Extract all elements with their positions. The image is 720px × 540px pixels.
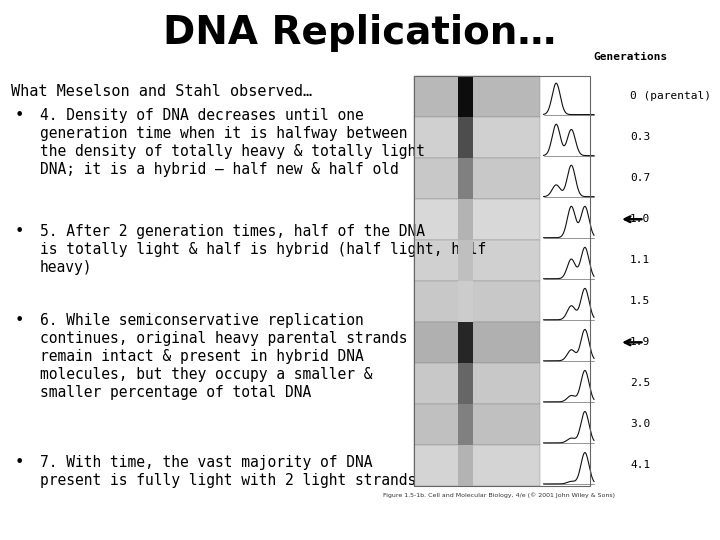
Text: What Meselson and Stahl observed…: What Meselson and Stahl observed… [11, 84, 312, 99]
Bar [414, 404, 540, 445]
Text: 0.7: 0.7 [630, 173, 650, 183]
Text: •: • [14, 224, 24, 239]
Text: DNA Replication…: DNA Replication… [163, 14, 557, 51]
Text: 5. After 2 generation times, half of the DNA
is totally light & half is hybrid (: 5. After 2 generation times, half of the… [40, 224, 486, 274]
Text: 1.5: 1.5 [630, 296, 650, 306]
Text: •: • [14, 455, 24, 470]
Bar [414, 281, 540, 322]
Text: 6. While semiconservative replication
continues, original heavy parental strands: 6. While semiconservative replication co… [40, 313, 407, 400]
Text: Generations: Generations [593, 52, 667, 62]
Bar [458, 322, 473, 363]
Bar [458, 199, 473, 240]
Bar [458, 281, 473, 322]
Bar [458, 117, 473, 158]
Bar [458, 240, 473, 281]
Text: •: • [14, 313, 24, 328]
Text: 3.0: 3.0 [630, 420, 650, 429]
Text: 1.9: 1.9 [630, 338, 650, 347]
Bar [458, 404, 473, 445]
Bar [414, 117, 540, 158]
Text: 1.1: 1.1 [630, 255, 650, 265]
Bar [414, 322, 540, 363]
Bar [414, 445, 540, 486]
Text: Figure 1.5-1b. Cell and Molecular Biology, 4/e (© 2001 John Wiley & Sons): Figure 1.5-1b. Cell and Molecular Biolog… [382, 492, 615, 498]
Text: •: • [14, 108, 24, 123]
Text: 1.0: 1.0 [630, 214, 650, 224]
Bar [414, 199, 540, 240]
Bar [458, 158, 473, 199]
Text: 0.3: 0.3 [630, 132, 650, 142]
Bar [414, 158, 540, 199]
Bar [414, 76, 540, 117]
Text: 7. With time, the vast majority of DNA
present is fully light with 2 light stran: 7. With time, the vast majority of DNA p… [40, 455, 416, 488]
Bar [458, 445, 473, 486]
Text: 0 (parental): 0 (parental) [630, 91, 711, 101]
Text: 2.5: 2.5 [630, 379, 650, 388]
Bar [458, 363, 473, 404]
Bar [414, 240, 540, 281]
Text: 4. Density of DNA decreases until one
generation time when it is halfway between: 4. Density of DNA decreases until one ge… [40, 108, 425, 177]
Bar [458, 76, 473, 117]
Text: 4.1: 4.1 [630, 461, 650, 470]
Bar [414, 363, 540, 404]
